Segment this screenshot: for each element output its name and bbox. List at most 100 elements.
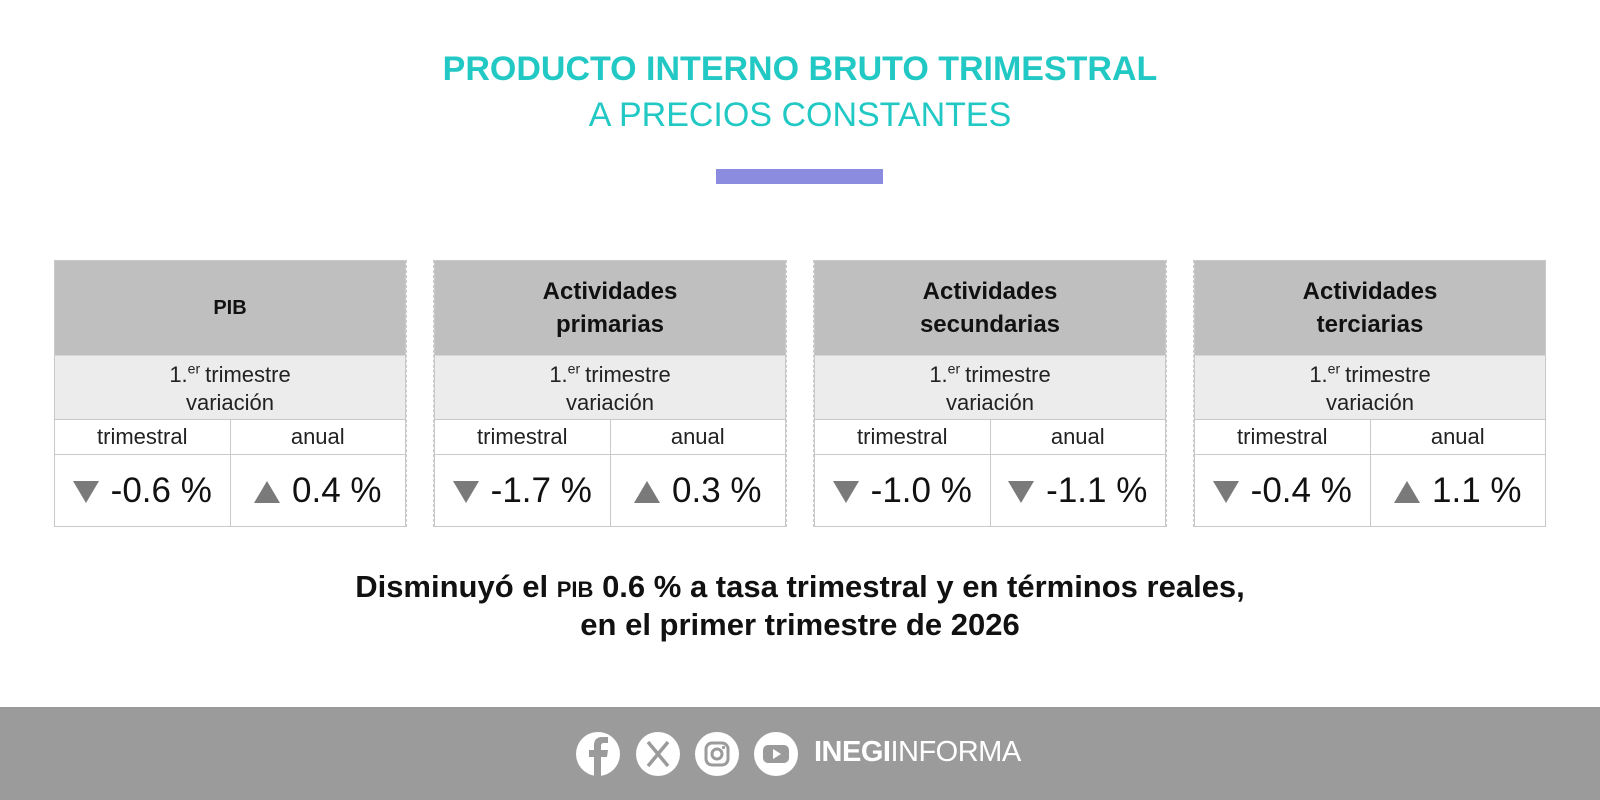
- column-group: Actividades primarias 1.er trimestre variac…: [434, 260, 786, 527]
- column-header: trimestral: [97, 424, 188, 449]
- column-headers: trimestral anual: [1195, 419, 1545, 454]
- period-line: 1.er trimestre: [55, 361, 405, 389]
- value-cell: -1.1 %: [989, 455, 1166, 526]
- value-text: -1.7 %: [490, 470, 592, 510]
- value-cell: 0.3 %: [609, 455, 786, 526]
- summary-line: Disminuyó el PIB 0.6 % a tasa trimestral…: [0, 569, 1600, 605]
- period-word: trimestre: [965, 362, 1051, 387]
- period-cell: 1.er trimestre variación: [55, 355, 405, 419]
- arrow-shape: [72, 480, 99, 503]
- brand-bold: INEGI: [814, 736, 891, 768]
- arrow-down: [1008, 480, 1035, 503]
- period-word: trimestre: [205, 362, 291, 387]
- value-text: 0.4 %: [292, 470, 382, 510]
- column-group: PIB 1.er trimestre variación trimestral anual…: [54, 260, 406, 527]
- period-suffix: er: [567, 360, 581, 377]
- value-text: -0.6 %: [110, 470, 212, 510]
- summary-text: Disminuyó el: [355, 569, 549, 604]
- column-header: anual: [989, 420, 1166, 454]
- group-gap: [786, 260, 814, 527]
- arrow-down: [1212, 480, 1239, 503]
- arrow-down: [72, 480, 99, 503]
- group-heading: Actividades secundarias: [815, 261, 1165, 355]
- period-ordinal: 1.: [1309, 362, 1328, 387]
- facebook-icon[interactable]: [576, 732, 620, 776]
- value-text: 0.3 %: [672, 470, 762, 510]
- arrow-shape: [634, 480, 660, 503]
- brand-light: INFORMA: [890, 736, 1021, 768]
- value-text: -0.4 %: [1250, 470, 1352, 510]
- period-word: trimestre: [585, 362, 671, 387]
- value-row: -0.4 % 1.1 %: [1195, 454, 1545, 526]
- period-measure: variación: [185, 390, 275, 415]
- period-ordinal: 1.: [929, 362, 948, 387]
- value-text: -1.0 %: [870, 470, 972, 510]
- period-cell: 1.er trimestre variación: [815, 355, 1165, 419]
- period-line: 1.er trimestre: [815, 361, 1165, 389]
- column-header: trimestral: [477, 424, 568, 449]
- summary-line: en el primer trimestre de 2026: [580, 607, 1020, 642]
- group-heading: Actividades primarias: [435, 261, 785, 355]
- arrow-up: [254, 480, 280, 503]
- period-line: 1.er trimestre: [435, 361, 785, 389]
- value-cell: 1.1 %: [1369, 455, 1546, 526]
- value-row: -1.0 % -1.1 %: [815, 454, 1165, 526]
- arrow-down: [832, 480, 859, 503]
- value-cell: 0.4 %: [229, 455, 406, 526]
- instagram-icon[interactable]: [695, 732, 739, 776]
- period-cell: 1.er trimestre variación: [1195, 355, 1545, 419]
- period-measure: variación: [1325, 390, 1415, 415]
- column-headers: trimestral anual: [55, 419, 405, 454]
- value-text: 1.1 %: [1432, 470, 1522, 510]
- column-headers: trimestral anual: [435, 419, 785, 454]
- arrow-shape: [254, 480, 280, 503]
- value-text: -1.1 %: [1046, 470, 1148, 510]
- column-header: anual: [229, 420, 406, 454]
- arrow-up: [1394, 480, 1420, 503]
- period-suffix: er: [187, 360, 201, 377]
- period-line: 1.er trimestre: [1195, 361, 1545, 389]
- group-heading: PIB: [55, 261, 405, 355]
- summary-abbr: PIB: [556, 577, 594, 602]
- youtube-icon[interactable]: [754, 732, 798, 776]
- period-measure: variación: [565, 390, 655, 415]
- period-suffix: er: [947, 360, 961, 377]
- value-row: -1.7 % 0.3 %: [435, 454, 785, 526]
- column-header: anual: [609, 420, 786, 454]
- column-headers: trimestral anual: [815, 419, 1165, 454]
- footer: INEGIINFORMA: [0, 707, 1600, 800]
- period-ordinal: 1.: [549, 362, 568, 387]
- column-header: trimestral: [857, 424, 948, 449]
- period-suffix: er: [1327, 360, 1341, 377]
- value-cell: -0.4 %: [1195, 455, 1370, 526]
- group-gap: [1166, 260, 1194, 527]
- arrow-shape: [832, 480, 859, 503]
- column-group: Actividades secundarias 1.er trimestre vari…: [814, 260, 1166, 527]
- title: PRODUCTO INTERNO BRUTO TRIMESTRAL: [442, 50, 1158, 88]
- period-cell: 1.er trimestre variación: [435, 355, 785, 419]
- social-icons: [576, 732, 798, 776]
- period-ordinal: 1.: [169, 362, 188, 387]
- value-cell: -1.7 %: [435, 455, 610, 526]
- accent-bar: [716, 169, 883, 184]
- summary-text: 0.6 % a tasa trimestral y en términos re…: [602, 569, 1245, 604]
- value-row: -0.6 % 0.4 %: [55, 454, 405, 526]
- column-group: Actividades terciarias 1.er trimestre varia…: [1194, 260, 1546, 527]
- column-header: anual: [1369, 420, 1546, 454]
- subtitle: A PRECIOS CONSTANTES: [588, 96, 1012, 134]
- arrow-shape: [452, 480, 479, 503]
- arrow-shape: [1008, 480, 1035, 503]
- period-word: trimestre: [1345, 362, 1431, 387]
- arrow-up: [634, 480, 660, 503]
- period-measure: variación: [945, 390, 1035, 415]
- column-header: trimestral: [1237, 424, 1328, 449]
- brand: INEGIINFORMA: [814, 736, 1021, 769]
- table: PIB 1.er trimestre variación trimestral anual…: [54, 260, 1546, 527]
- x-icon[interactable]: [636, 732, 680, 776]
- value-cell: -0.6 %: [55, 455, 230, 526]
- group-heading: Actividades terciarias: [1195, 261, 1545, 355]
- arrow-shape: [1394, 480, 1420, 503]
- arrow-shape: [1212, 480, 1239, 503]
- value-cell: -1.0 %: [815, 455, 990, 526]
